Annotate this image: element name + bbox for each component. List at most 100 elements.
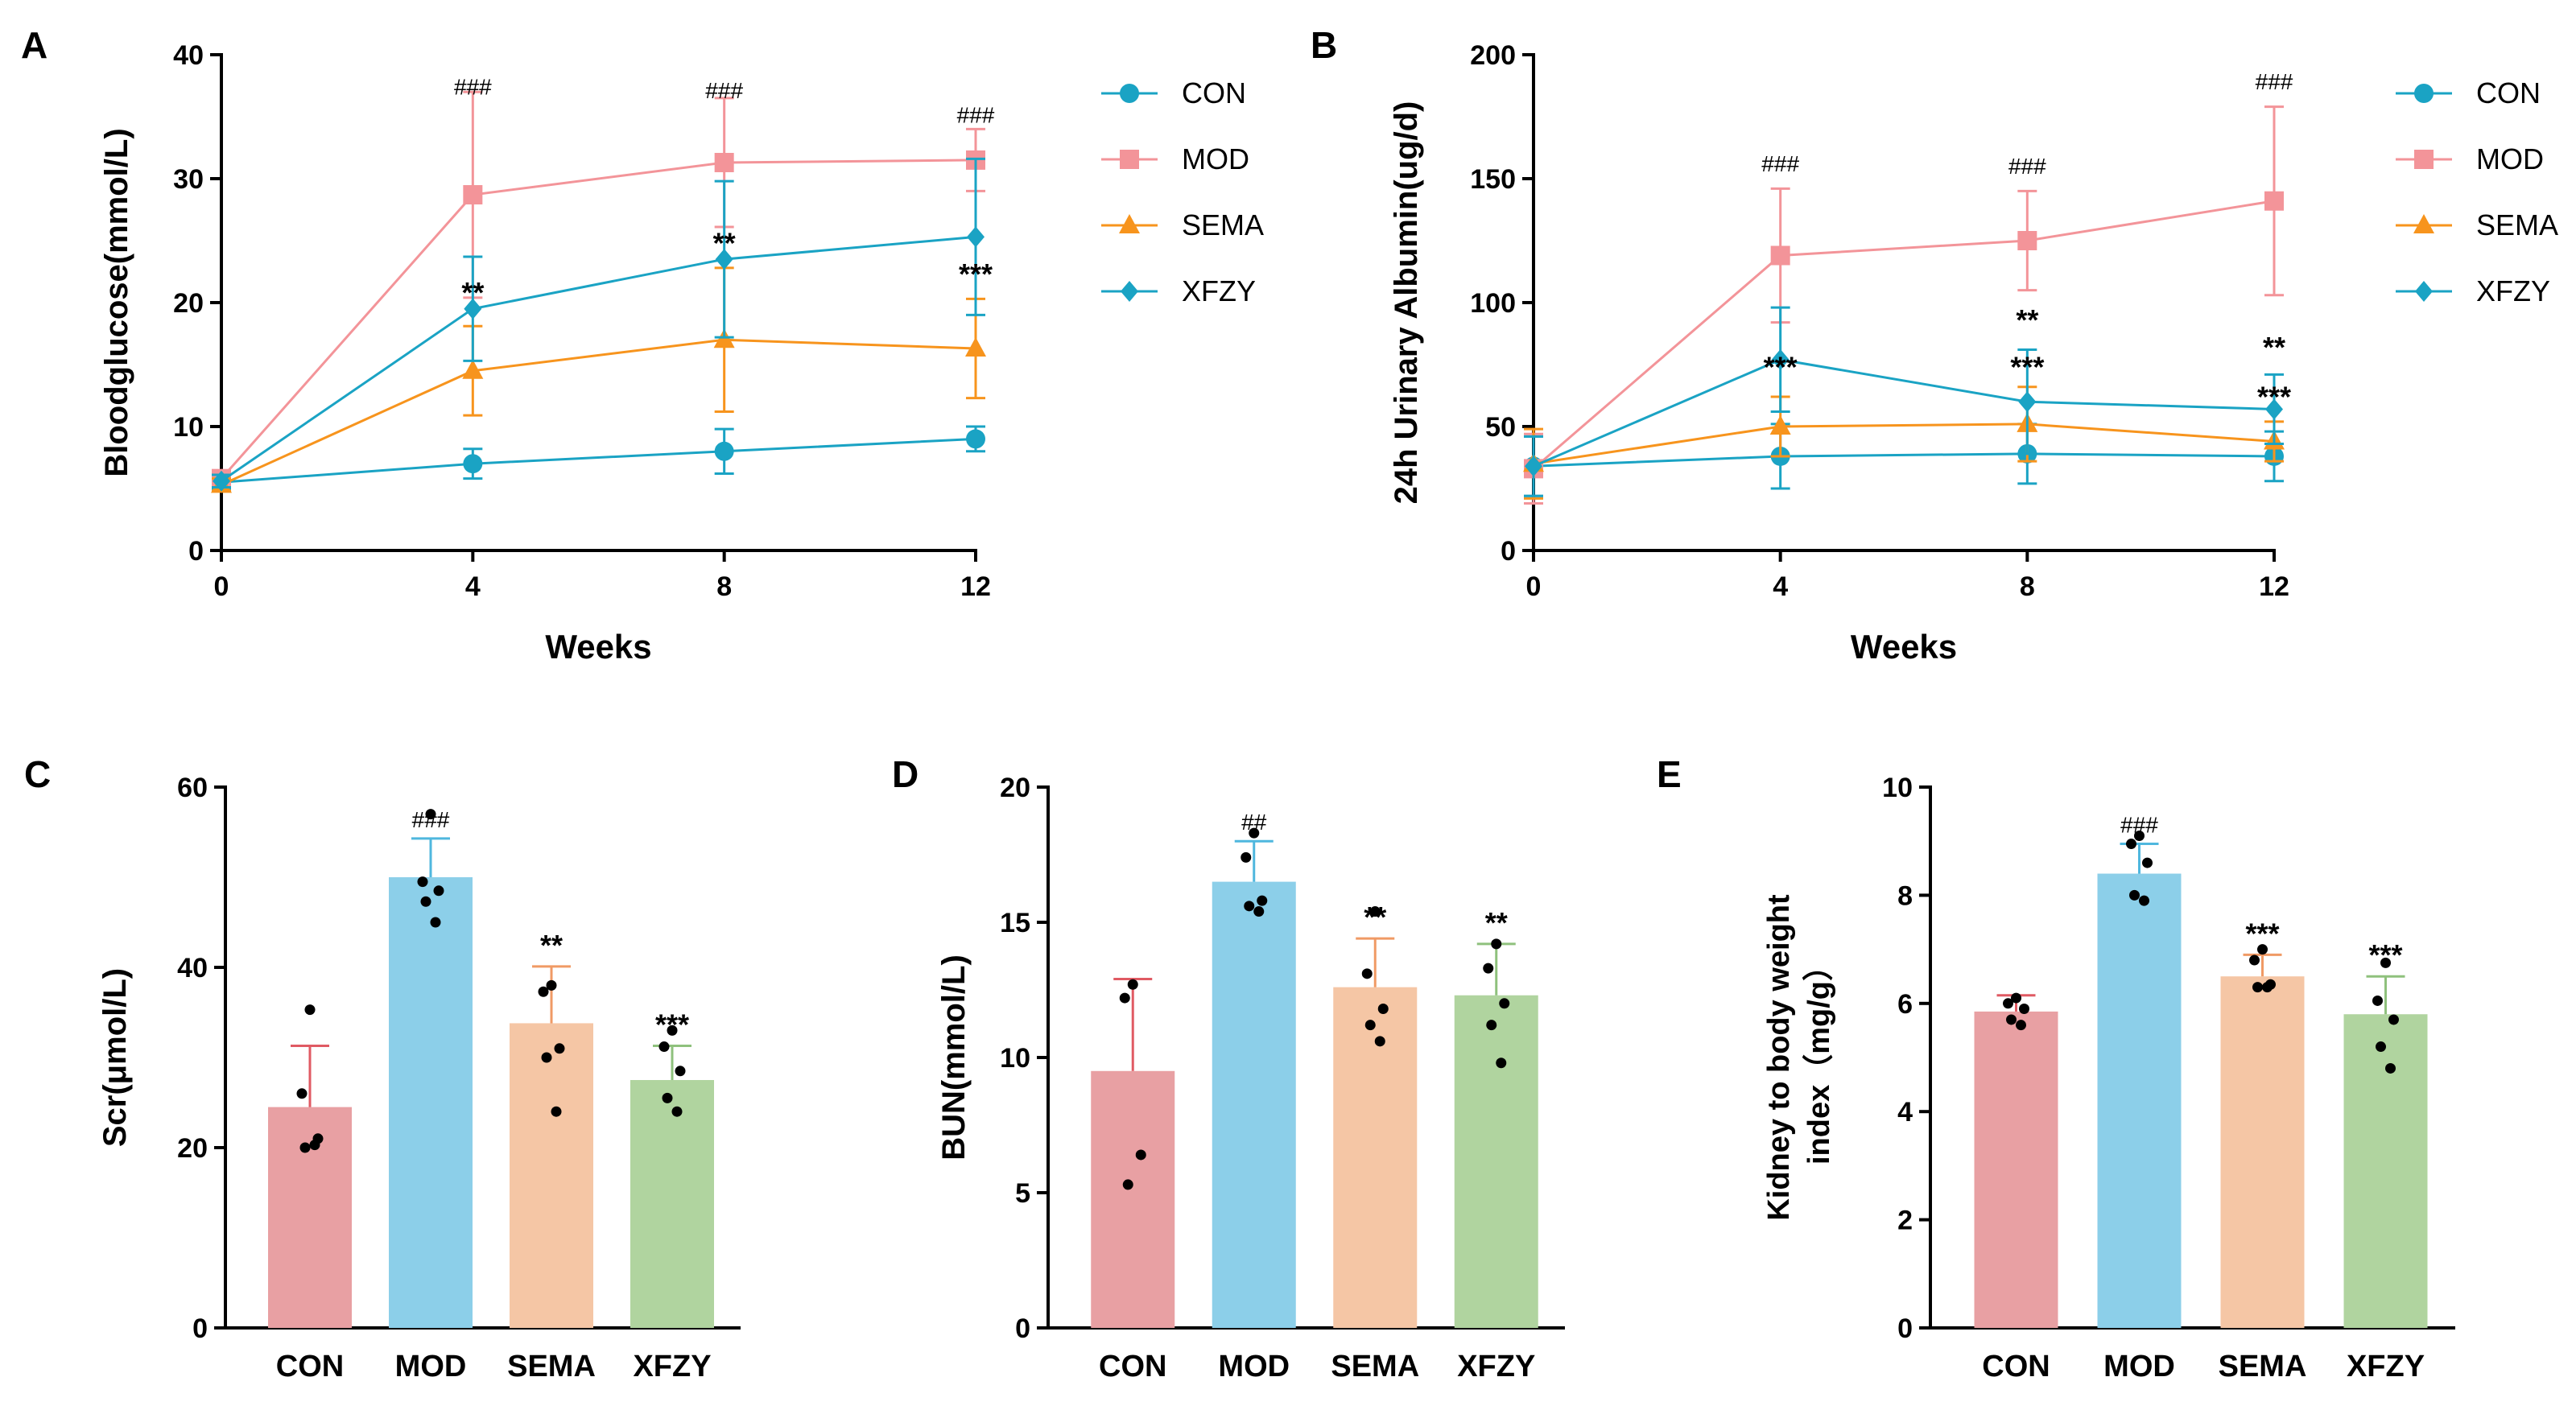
data-dot: [546, 979, 557, 991]
data-dot: [430, 917, 441, 928]
y-tick-label: 30: [173, 164, 204, 195]
legend-marker: [1119, 214, 1140, 233]
x-tick-label: SEMA: [2219, 1350, 2307, 1383]
data-dot: [2385, 1062, 2396, 1074]
data-dot: [296, 1088, 308, 1099]
y-axis-title: Bloodglucose(mmol/L): [99, 128, 134, 476]
data-dot: [658, 1041, 670, 1053]
significance-label: **: [2263, 331, 2285, 364]
data-dot: [2019, 1004, 2029, 1015]
data-dot: [1483, 963, 1494, 974]
x-tick-label: 8: [2020, 571, 2035, 602]
series-line: [221, 338, 976, 486]
panel-letter: D: [892, 753, 919, 795]
y-tick-label: 100: [1470, 288, 1516, 319]
data-dot: [1119, 992, 1130, 1004]
data-dot: [541, 1052, 552, 1063]
bar: [1333, 987, 1418, 1328]
data-dot: [1374, 1036, 1385, 1047]
legend-label: MOD: [1182, 142, 1249, 175]
y-tick-label: 0: [192, 1313, 208, 1344]
data-dot: [538, 986, 549, 997]
bar: [2343, 1014, 2428, 1328]
significance-label: ***: [2245, 917, 2279, 950]
legend-label: XFZY: [1182, 274, 1256, 307]
data-point: [2018, 391, 2037, 413]
data-dot: [1491, 938, 1502, 950]
y-tick-label: 40: [173, 40, 204, 71]
data-dot: [2006, 1014, 2017, 1025]
bar: [2097, 873, 2182, 1328]
series-line: [221, 235, 976, 482]
legend-marker: [2414, 150, 2434, 169]
bar: [268, 1107, 352, 1328]
bar: [2220, 976, 2305, 1328]
data-dot: [1499, 998, 1510, 1009]
significance-label: ***: [655, 1008, 689, 1041]
data-dot: [1361, 968, 1373, 979]
significance-label: **: [1485, 906, 1508, 939]
data-point: [1771, 348, 1790, 370]
legend-marker: [1121, 281, 1138, 302]
panel-letter: E: [1657, 753, 1682, 795]
series-xfzy: [1524, 306, 2284, 497]
legend-label: SEMA: [2476, 208, 2558, 241]
y-tick-label: 5: [1015, 1178, 1030, 1209]
data-dot: [2129, 889, 2140, 901]
data-dot: [1486, 1020, 1497, 1031]
data-dot: [675, 1066, 686, 1077]
x-tick-label: MOD: [395, 1350, 467, 1383]
data-dot: [2372, 995, 2383, 1006]
series-sema: [211, 266, 986, 493]
significance-label: ***: [2368, 938, 2402, 971]
data-dot: [1253, 906, 1265, 917]
data-dot: [433, 885, 444, 897]
bar: [1974, 1011, 2058, 1328]
data-dot: [667, 1025, 678, 1036]
bar-group-con: CON: [268, 1004, 352, 1383]
legend-label: CON: [1182, 76, 1246, 109]
data-dot: [1364, 1020, 1376, 1031]
significance-label: ###: [957, 103, 995, 128]
bar-group-mod: MOD ###: [389, 807, 473, 1383]
panel-letter: C: [24, 753, 51, 795]
data-point: [462, 359, 484, 379]
legend-marker: [1120, 84, 1139, 103]
bar: [1091, 1070, 1175, 1328]
legend-marker: [2415, 281, 2433, 302]
significance-label: **: [461, 276, 484, 309]
y-tick-label: 4: [1897, 1097, 1913, 1128]
y-tick-label: 60: [177, 773, 208, 803]
legend-item-con: CON: [1101, 76, 1246, 109]
y-axis-title: Kidney to body weight: [1762, 894, 1796, 1221]
panel-d: D 0 5 10 15 20 BUN(mmol/L) CON MOD ## SEMA ** XFZY **: [892, 753, 1565, 1383]
data-point: [2264, 191, 2284, 211]
data-dot: [554, 1043, 565, 1054]
legend-label: SEMA: [1182, 208, 1264, 241]
data-point: [1769, 415, 1791, 435]
data-dot: [2139, 895, 2149, 906]
significance-label: ##: [1241, 810, 1267, 835]
data-point: [967, 226, 985, 248]
legend-item-xfzy: XFZY: [2396, 274, 2550, 307]
legend-label: CON: [2476, 76, 2541, 109]
data-dot: [2134, 830, 2145, 841]
data-dot: [1257, 895, 1268, 906]
y-axis-title: index（mg/g）: [1802, 950, 1836, 1165]
legend-item-xfzy: XFZY: [1101, 274, 1256, 307]
data-dot: [2249, 954, 2260, 966]
x-tick-label: CON: [276, 1350, 344, 1383]
data-point: [2265, 398, 2283, 420]
x-tick-label: 4: [465, 571, 481, 602]
y-axis-title: BUN(mmol/L): [936, 954, 972, 1161]
y-tick-label: 6: [1897, 989, 1913, 1020]
data-dot: [2376, 1041, 2386, 1053]
data-point: [463, 454, 483, 474]
legend-item-mod: MOD: [1101, 142, 1249, 175]
y-tick-label: 0: [1501, 536, 1516, 567]
data-dot: [425, 809, 436, 820]
significance-label: ###: [2008, 154, 2046, 179]
x-tick-label: XFZY: [2347, 1350, 2425, 1383]
data-dot: [2380, 957, 2391, 968]
data-point: [965, 336, 986, 357]
